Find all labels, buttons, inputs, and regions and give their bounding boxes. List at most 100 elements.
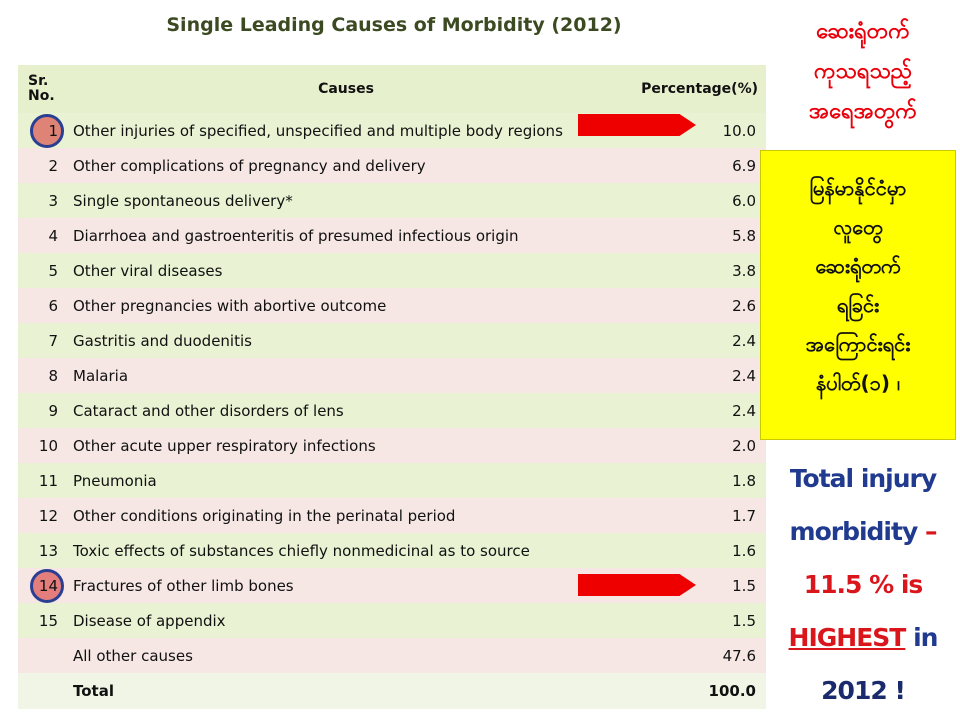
row-sr: 9 bbox=[18, 393, 66, 428]
row-percentage: 1.7 bbox=[626, 498, 766, 533]
row-sr: 2 bbox=[18, 148, 66, 183]
row-sr: 14 bbox=[18, 568, 66, 603]
row-cause: Malaria bbox=[66, 358, 626, 393]
row-percentage: 6.9 bbox=[626, 148, 766, 183]
total-label: Total bbox=[66, 673, 626, 709]
callout-line: လူတွေ bbox=[833, 215, 883, 239]
callout-line: မြန်မာနိုင်ငံမှာ bbox=[809, 176, 907, 200]
summary-highest: HIGHEST bbox=[788, 623, 907, 652]
row-cause: Pneumonia bbox=[66, 463, 626, 498]
header-sr-line2: No. bbox=[28, 88, 55, 104]
row-cause: Other pregnancies with abortive outcome bbox=[66, 288, 626, 323]
page-title: Single Leading Causes of Morbidity (2012… bbox=[166, 14, 622, 36]
red-arrow-row-1 bbox=[578, 114, 696, 136]
table-row: 6 Other pregnancies with abortive outcom… bbox=[18, 288, 766, 323]
table-row: 14 Fractures of other limb bones 1.5 bbox=[18, 568, 766, 603]
row-cause: Toxic effects of substances chiefly nonm… bbox=[66, 533, 626, 568]
injury-summary: Total injury morbidity – 11.5 % is HIGHE… bbox=[770, 452, 956, 717]
table-row: 8 Malaria 2.4 bbox=[18, 358, 766, 393]
row-sr-number: 1 bbox=[48, 121, 58, 140]
row-sr: 6 bbox=[18, 288, 66, 323]
summary-line-3: 11.5 % is bbox=[803, 570, 924, 599]
row-sr: 11 bbox=[18, 463, 66, 498]
row-sr: 4 bbox=[18, 218, 66, 253]
highlight-circle bbox=[30, 568, 64, 603]
highlight-circle bbox=[30, 113, 64, 148]
row-cause: Diarrhoea and gastroenteritis of presume… bbox=[66, 218, 626, 253]
callout-line: ဆေးရုံတက် bbox=[815, 254, 901, 278]
table-total-row: Total 100.0 bbox=[18, 673, 766, 709]
row-sr: 1 bbox=[18, 113, 66, 148]
row-percentage: 6.0 bbox=[626, 183, 766, 218]
summary-line-2: morbidity – bbox=[770, 505, 956, 558]
morbidity-table-wrap: Sr. No. Causes Percentage(%) 1 Other inju… bbox=[18, 65, 766, 709]
row-sr: 5 bbox=[18, 253, 66, 288]
row-sr: 12 bbox=[18, 498, 66, 533]
row-cause: Other viral diseases bbox=[66, 253, 626, 288]
table-row: 9 Cataract and other disorders of lens 2… bbox=[18, 393, 766, 428]
row-percentage: 3.8 bbox=[626, 253, 766, 288]
row-cause: Other injuries of specified, unspecified… bbox=[66, 113, 626, 148]
red-arrow-row-14 bbox=[578, 574, 696, 596]
row-percentage: 1.6 bbox=[626, 533, 766, 568]
row-cause: Gastritis and duodenitis bbox=[66, 323, 626, 358]
summary-dash: – bbox=[917, 517, 938, 546]
summary-line-5: 2012 ! bbox=[821, 676, 906, 705]
row-cause: All other causes bbox=[66, 638, 626, 673]
row-percentage: 2.6 bbox=[626, 288, 766, 323]
table-row: 11 Pneumonia 1.8 bbox=[18, 463, 766, 498]
callout-line: ရခြင်း bbox=[836, 293, 880, 317]
row-sr: 7 bbox=[18, 323, 66, 358]
row-sr-number: 14 bbox=[38, 576, 58, 595]
callout-line: နံပါတ်(၁) ၊ bbox=[815, 371, 901, 395]
table-header-row: Sr. No. Causes Percentage(%) bbox=[18, 65, 766, 113]
summary-in: in bbox=[905, 623, 938, 652]
row-percentage: 2.4 bbox=[626, 323, 766, 358]
table-row: 12 Other conditions originating in the p… bbox=[18, 498, 766, 533]
summary-morbidity: morbidity bbox=[789, 517, 919, 546]
total-sr bbox=[18, 673, 66, 709]
table-row: 13 Toxic effects of substances chiefly n… bbox=[18, 533, 766, 568]
table-row: 5 Other viral diseases 3.8 bbox=[18, 253, 766, 288]
row-sr: 10 bbox=[18, 428, 66, 463]
header-causes: Causes bbox=[66, 65, 626, 113]
row-cause: Other conditions originating in the peri… bbox=[66, 498, 626, 533]
burmese-heading-line: အရေအတွက် bbox=[809, 99, 917, 124]
table-row: 10 Other acute upper respiratory infecti… bbox=[18, 428, 766, 463]
row-percentage: 2.0 bbox=[626, 428, 766, 463]
row-sr: 13 bbox=[18, 533, 66, 568]
row-percentage: 5.8 bbox=[626, 218, 766, 253]
row-percentage: 1.8 bbox=[626, 463, 766, 498]
row-cause: Single spontaneous delivery* bbox=[66, 183, 626, 218]
row-percentage: 2.4 bbox=[626, 393, 766, 428]
row-percentage: 1.5 bbox=[626, 603, 766, 638]
row-percentage: 47.6 bbox=[626, 638, 766, 673]
row-cause: Cataract and other disorders of lens bbox=[66, 393, 626, 428]
row-cause: Fractures of other limb bones bbox=[66, 568, 626, 603]
header-sr-no: Sr. No. bbox=[18, 65, 66, 113]
burmese-heading-line: ဆေးရုံတက် bbox=[816, 19, 910, 44]
total-percentage: 100.0 bbox=[626, 673, 766, 709]
row-sr: 8 bbox=[18, 358, 66, 393]
summary-line-1: Total injury bbox=[789, 464, 937, 493]
table-row: 15 Disease of appendix 1.5 bbox=[18, 603, 766, 638]
table-row: 7 Gastritis and duodenitis 2.4 bbox=[18, 323, 766, 358]
row-sr: 3 bbox=[18, 183, 66, 218]
table-row: All other causes 47.6 bbox=[18, 638, 766, 673]
callout-line: အကြောင်းရင်း bbox=[805, 332, 911, 356]
header-percentage: Percentage(%) bbox=[626, 65, 766, 113]
table-row: 4 Diarrhoea and gastroenteritis of presu… bbox=[18, 218, 766, 253]
row-sr bbox=[18, 638, 66, 673]
burmese-callout-box: မြန်မာနိုင်ငံမှာ လူတွေ ဆေးရုံတက် ရခြင်း … bbox=[760, 150, 956, 440]
burmese-heading-line: ကုသရသည့် bbox=[814, 59, 912, 84]
row-cause: Disease of appendix bbox=[66, 603, 626, 638]
morbidity-table: Sr. No. Causes Percentage(%) 1 Other inju… bbox=[18, 65, 766, 709]
row-sr: 15 bbox=[18, 603, 66, 638]
row-cause: Other complications of pregnancy and del… bbox=[66, 148, 626, 183]
summary-line-4: HIGHEST in bbox=[770, 611, 956, 664]
burmese-heading: ဆေးရုံတက် ကုသရသည့် အရေအတွက် bbox=[772, 12, 954, 132]
table-row: 3 Single spontaneous delivery* 6.0 bbox=[18, 183, 766, 218]
header-sr-line1: Sr. bbox=[28, 73, 49, 89]
row-percentage: 2.4 bbox=[626, 358, 766, 393]
row-cause: Other acute upper respiratory infections bbox=[66, 428, 626, 463]
